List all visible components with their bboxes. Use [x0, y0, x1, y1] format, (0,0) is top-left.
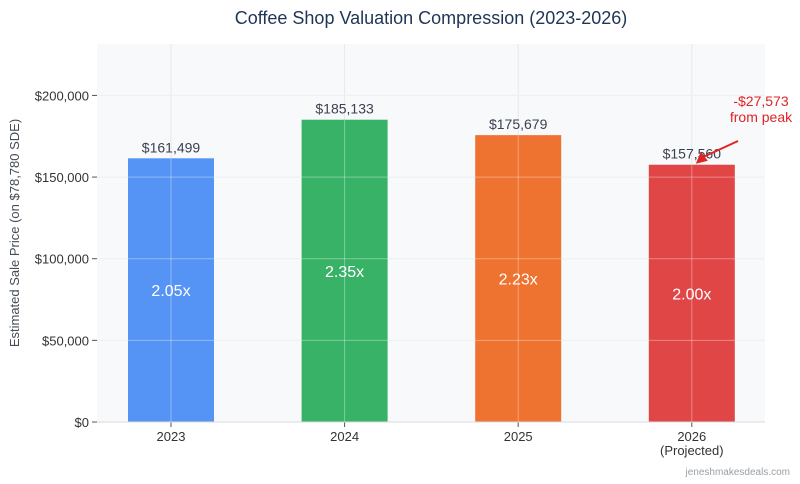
value-label: $185,133 [315, 101, 374, 117]
y-tick-label: $50,000 [42, 333, 89, 348]
multiple-label: 2.23x [499, 272, 538, 289]
x-tick-label: 2024 [330, 429, 359, 444]
multiple-label: 2.00x [672, 286, 711, 303]
value-label: $157,560 [663, 146, 722, 162]
y-tick-label: $200,000 [35, 88, 89, 103]
y-axis: $0 $50,000 $100,000 $150,000 $200,000 [35, 88, 97, 430]
bar-labels: $161,499 2.05x $185,133 2.35x $175,679 2.23x $… [142, 101, 721, 304]
bar-2026 [648, 164, 735, 423]
annotation-text: from peak [730, 109, 793, 125]
annotation-arrowhead-icon [695, 151, 708, 164]
value-label: $161,499 [142, 139, 201, 155]
y-tick-label: $150,000 [35, 170, 89, 185]
x-tick-label: (Projected) [660, 443, 724, 458]
y-tick-label: $100,000 [35, 252, 89, 267]
chart-title: Coffee Shop Valuation Compression (2023-… [235, 8, 628, 28]
x-tick-label: 2026 [677, 429, 706, 444]
annotation-arrow-line [703, 140, 739, 158]
multiple-label: 2.35x [325, 264, 364, 281]
annotation-text: -$27,573 [733, 93, 788, 109]
x-tick-label: 2023 [157, 429, 186, 444]
x-tick-label: 2025 [504, 429, 533, 444]
bar-2025 [475, 135, 562, 422]
watermark: jeneshmakesdeals.com [685, 467, 791, 478]
bar-2024 [301, 119, 388, 422]
y-tick-label: $0 [75, 415, 89, 430]
multiple-label: 2.05x [151, 283, 190, 300]
x-axis: 2023 2024 2025 2026(Projected) [97, 421, 765, 458]
bars [128, 119, 735, 423]
value-label: $175,679 [489, 116, 548, 132]
bar-2023 [128, 158, 214, 422]
y-axis-label: Estimated Sale Price (on $78,780 SDE) [7, 119, 22, 347]
